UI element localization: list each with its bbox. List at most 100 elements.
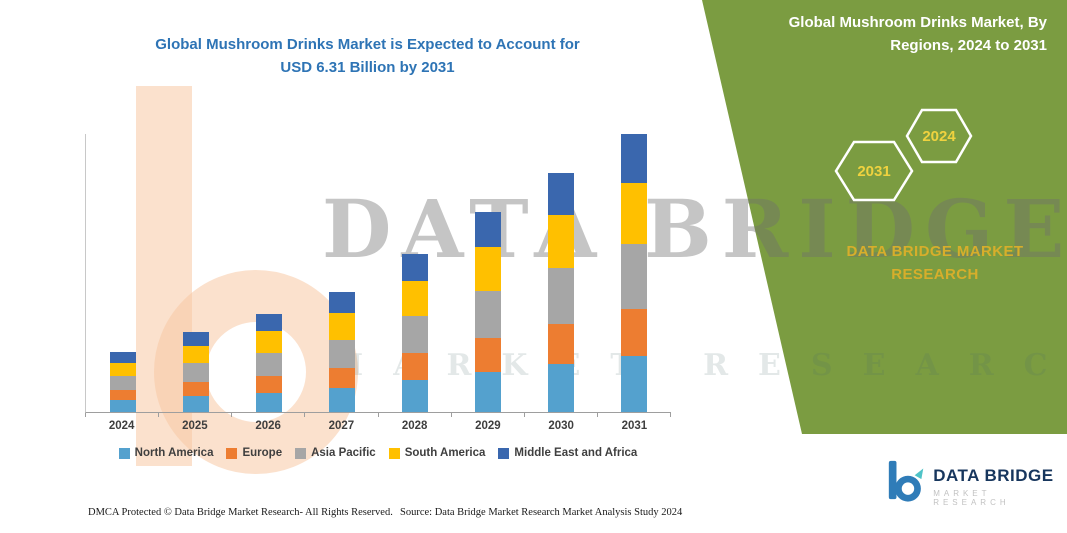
bar-segment	[109, 362, 136, 376]
stacked-bar-2025	[182, 331, 209, 412]
stacked-bar-2030	[548, 173, 575, 412]
legend-swatch	[295, 447, 307, 459]
bar-segment	[255, 352, 282, 376]
side-panel-title: Global Mushroom Drinks Market, By Region…	[735, 12, 1047, 57]
bar-segment	[475, 246, 502, 292]
bar-segment	[182, 396, 209, 412]
axis-tick	[232, 413, 306, 417]
bar-segment	[255, 331, 282, 353]
bar-column	[379, 253, 452, 412]
axis-tick	[598, 413, 671, 417]
brand-text-line2: RESEARCH	[891, 266, 979, 284]
legend-label: Middle East and Africa	[514, 447, 638, 459]
chart-legend: North America Europe Asia Pacific South Ame…	[85, 447, 671, 459]
bar-segment	[255, 392, 282, 412]
bar-segment	[402, 316, 429, 354]
x-axis-label: 2029	[475, 420, 501, 432]
chart-title-line2: USD 6.31 Billion by 2031	[280, 58, 455, 76]
logo-name: DATA BRIDGE	[933, 466, 1054, 485]
axis-tick	[85, 413, 160, 417]
bar-segment	[109, 390, 136, 401]
plot-area	[85, 134, 671, 413]
bar-segment	[402, 353, 429, 381]
stacked-bar-2028	[402, 253, 429, 412]
legend-label: South America	[404, 447, 486, 459]
bar-segment	[182, 331, 209, 346]
bar-segment	[328, 313, 355, 340]
stacked-bar-2029	[475, 212, 502, 412]
stacked-bar-2024	[109, 352, 136, 412]
axis-tick	[379, 413, 452, 417]
x-axis-label: 2028	[401, 420, 428, 432]
bar-column	[305, 292, 378, 412]
axis-tick	[159, 413, 233, 417]
bar-segment	[475, 291, 502, 338]
stacked-bar-2026	[255, 314, 282, 412]
stacked-bar-2031	[621, 134, 648, 412]
bar-column	[525, 173, 598, 412]
watermark-market-research: MARKET RESEARCH	[330, 348, 1067, 383]
company-logo: DATA BRIDGE MARKET RESEARCH	[885, 458, 1067, 507]
bar-segment	[255, 314, 282, 332]
bar-segment	[328, 388, 355, 412]
footer-source-text: Source: Data Bridge Market Research Mark…	[400, 507, 683, 518]
x-axis-label: 2030	[548, 420, 574, 432]
bar-segment	[109, 375, 136, 391]
legend-label: Europe	[242, 447, 283, 459]
bar-segment	[109, 400, 136, 412]
bar-segment	[548, 364, 575, 412]
stacked-bar-chart: 2024 2025 2026 2027 2028 2029 2030 2031 North A…	[85, 134, 671, 459]
bar-segment	[182, 345, 209, 364]
axis-tick	[525, 413, 598, 417]
x-axis-label: 2031	[621, 420, 648, 432]
stacked-bar-2027	[328, 292, 355, 412]
x-axis-label: 2024	[108, 420, 135, 432]
legend-item: Asia Pacific	[295, 447, 376, 459]
badge-year-2031: 2031	[857, 163, 890, 180]
legend-item: South America	[388, 447, 486, 459]
axis-tick	[452, 413, 525, 417]
axis-tick	[305, 413, 379, 417]
bar-segment	[328, 292, 355, 314]
bar-segment	[621, 309, 648, 357]
chart-title: Global Mushroom Drinks Market is Expecte…	[80, 34, 655, 79]
bar-segment	[402, 380, 429, 412]
bar-column	[159, 331, 232, 412]
side-panel-title-line1: Global Mushroom Drinks Market, By	[788, 14, 1047, 31]
x-axis-ticks	[85, 413, 671, 417]
bar-segment	[475, 371, 502, 412]
legend-swatch	[388, 447, 400, 459]
x-axis-labels: 2024 2025 2026 2027 2028 2029 2030 2031	[85, 420, 671, 432]
footer-dmca-text: DMCA Protected © Data Bridge Market Rese…	[88, 507, 393, 518]
hexagon-badge-2031: 2031	[834, 140, 914, 207]
bar-segment	[548, 173, 575, 216]
databridge-logo-icon	[888, 460, 924, 502]
bar-segment	[548, 267, 575, 324]
badge-year-2024: 2024	[922, 128, 956, 145]
bar-segment	[182, 363, 209, 383]
bar-segment	[109, 352, 136, 363]
bar-column	[452, 212, 525, 412]
x-axis-label: 2025	[182, 420, 208, 432]
brand-text: DATA BRIDGE MARKET RESEARCH	[800, 240, 1067, 287]
logo-subtext: MARKET RESEARCH	[933, 489, 1010, 507]
bar-segment	[328, 339, 355, 368]
bar-segment	[402, 253, 429, 282]
bar-segment	[621, 356, 648, 412]
bar-segment	[621, 243, 648, 310]
bar-segment	[328, 367, 355, 389]
bar-column	[598, 134, 671, 412]
legend-item: Middle East and Africa	[498, 447, 637, 459]
legend-swatch	[118, 447, 130, 459]
bar-segment	[621, 182, 648, 244]
hexagon-badge-2024: 2024	[905, 108, 973, 169]
brand-text-line1: DATA BRIDGE MARKET	[846, 243, 1024, 260]
bar-segment	[255, 375, 282, 393]
side-panel-title-line2: Regions, 2024 to 2031	[890, 36, 1047, 54]
bar-segment	[402, 281, 429, 317]
legend-item: North America	[118, 447, 213, 459]
legend-swatch	[226, 447, 238, 459]
legend-item: Europe	[226, 447, 282, 459]
legend-swatch	[498, 447, 510, 459]
